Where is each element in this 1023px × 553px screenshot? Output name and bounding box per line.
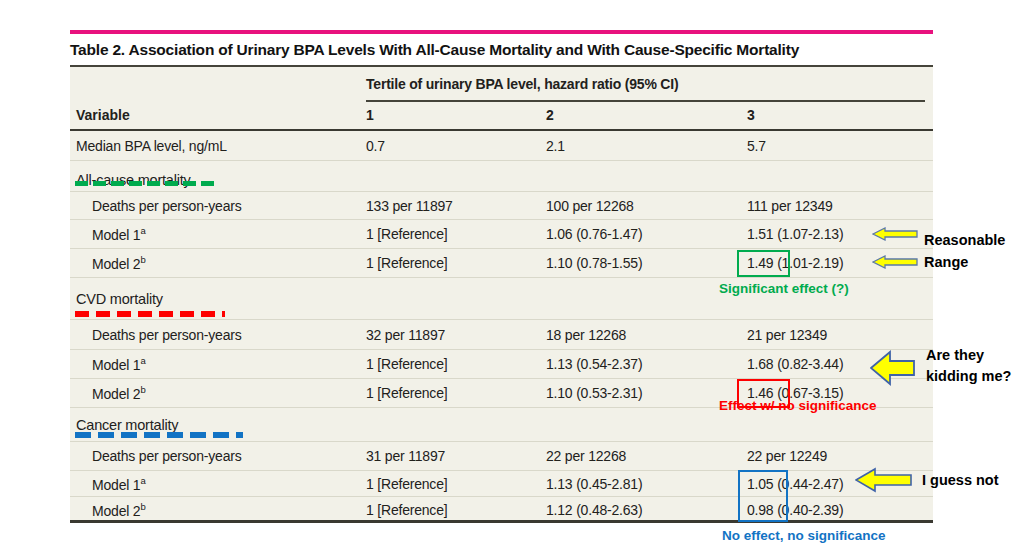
cell-value: 1 [Reference] (366, 226, 447, 242)
table-row-allcause-model2: Model 2b 1 [Reference] 1.10 (0.78-1.55) … (70, 249, 933, 278)
caption-significant-effect: Significant effect (?) (719, 281, 849, 296)
annotation-range: Range (924, 254, 968, 270)
footnote-marker: b (140, 384, 145, 395)
annotation-kidding-me: kidding me? (926, 368, 1011, 384)
row-label: Model 2b (92, 254, 146, 272)
cell-value: 22 per 12249 (747, 448, 827, 464)
spanner-divider (366, 100, 925, 102)
annotation-are-they: Are they (926, 347, 984, 363)
footnote-marker: b (140, 254, 145, 265)
cell-value: 0.7 (366, 138, 385, 154)
accent-top-rule (70, 30, 933, 34)
caption-effect-no-significance: Effect w/ no significance (719, 398, 877, 413)
table-title: Table 2. Association of Urinary BPA Leve… (70, 41, 933, 59)
footnote-marker: b (140, 501, 145, 512)
table-row-cancer-model1: Model 1a 1 [Reference] 1.13 (0.45-2.81) … (70, 471, 933, 497)
section-row-all-cause-mortality: All-cause mortality (70, 161, 933, 192)
table-row-allcause-model1: Model 1a 1 [Reference] 1.06 (0.76-1.47) … (70, 220, 933, 249)
column-header-tertile-2: 2 (546, 107, 554, 123)
row-label: Model 1a (92, 475, 146, 493)
row-label: Model 2b (92, 501, 146, 519)
table-row-cvd-model1: Model 1a 1 [Reference] 1.13 (0.54-2.37) … (70, 350, 933, 379)
table-row-median-bpa: Median BPA level, ng/mL 0.7 2.1 5.7 (70, 131, 933, 161)
row-label: Median BPA level, ng/mL (76, 138, 227, 154)
green-highlight-box (737, 250, 790, 277)
section-label: CVD mortality (76, 291, 163, 307)
cell-value: 1 [Reference] (366, 255, 447, 271)
section-label: Cancer mortality (76, 417, 178, 433)
blue-highlight-box (738, 470, 788, 522)
cell-value: 32 per 11897 (366, 327, 445, 343)
caption-no-effect-no-significance: No effect, no significance (722, 528, 886, 543)
table-row-cvd-deaths: Deaths per person-years 32 per 11897 18 … (70, 320, 933, 350)
yellow-arrow-icon (870, 350, 916, 386)
yellow-arrow-icon (872, 227, 918, 241)
column-header-variable: Variable (76, 107, 130, 123)
footnote-marker: a (140, 475, 145, 486)
cell-value: 1 [Reference] (366, 476, 447, 492)
annotation-reasonable: Reasonable (924, 232, 1005, 248)
cell-value: 1.06 (0.76-1.47) (546, 226, 642, 242)
cell-value: 111 per 12349 (747, 198, 833, 214)
cell-value: 1.13 (0.54-2.37) (546, 356, 642, 372)
cell-value: 22 per 12268 (546, 448, 626, 464)
yellow-arrow-icon (872, 255, 918, 269)
cell-value: 1 [Reference] (366, 385, 447, 401)
cell-value: 100 per 12268 (546, 198, 634, 214)
yellow-arrow-icon (855, 467, 913, 493)
cell-value: 1.10 (0.53-2.31) (546, 385, 642, 401)
column-header-tertile-1: 1 (366, 107, 374, 123)
cell-value: 2.1 (546, 138, 565, 154)
cell-value: 1 [Reference] (366, 356, 447, 372)
annotated-paper-table: Table 2. Association of Urinary BPA Leve… (0, 0, 1023, 553)
cell-value: 1 [Reference] (366, 502, 447, 518)
cell-value: 18 per 12268 (546, 327, 626, 343)
cell-value: 5.7 (747, 138, 766, 154)
annotation-i-guess-not: I guess not (922, 472, 999, 488)
column-header-tertile-3: 3 (747, 107, 755, 123)
footnote-marker: a (140, 355, 145, 366)
row-label: Deaths per person-years (92, 327, 241, 343)
cell-value: 1.13 (0.45-2.81) (546, 476, 642, 492)
cell-value: 1.68 (0.82-3.44) (747, 356, 843, 372)
cell-value: 31 per 11897 (366, 448, 445, 464)
row-label: Deaths per person-years (92, 448, 241, 464)
table-header: Tertile of urinary BPA level, hazard rat… (70, 67, 933, 131)
green-dashed-underline (75, 181, 217, 186)
cell-value: 21 per 12349 (747, 327, 827, 343)
cell-value: 133 per 11897 (366, 198, 453, 214)
footnote-marker: a (140, 225, 145, 236)
red-dashed-underline (75, 311, 225, 317)
column-spanner-label: Tertile of urinary BPA level, hazard rat… (366, 76, 678, 92)
row-label: Deaths per person-years (92, 198, 241, 214)
table-row-allcause-deaths: Deaths per person-years 133 per 11897 10… (70, 192, 933, 220)
cell-value: 1.10 (0.78-1.55) (546, 255, 642, 271)
cell-value: 1.12 (0.48-2.63) (546, 502, 642, 518)
row-label: Model 1a (92, 355, 146, 373)
table-row-cancer-deaths: Deaths per person-years 31 per 11897 22 … (70, 442, 933, 471)
row-label: Model 1a (92, 225, 146, 243)
blue-dashed-underline (75, 432, 243, 438)
cell-value: 1.51 (1.07-2.13) (747, 226, 843, 242)
table-row-cancer-model2: Model 2b 1 [Reference] 1.12 (0.48-2.63) … (70, 497, 933, 523)
row-label: Model 2b (92, 384, 146, 402)
